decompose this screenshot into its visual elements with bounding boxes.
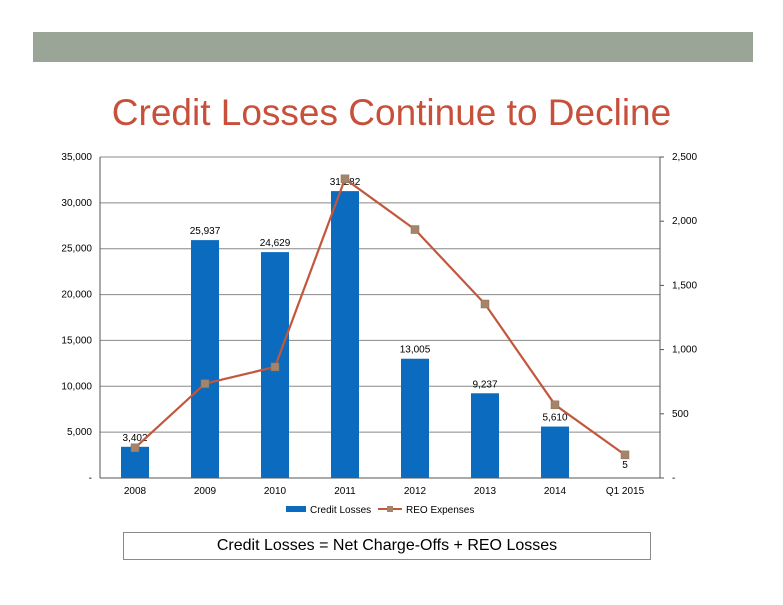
right-tick-label: 500: [672, 409, 689, 420]
bar-label: 9,237: [472, 379, 497, 390]
line-point: [550, 400, 560, 410]
x-tick-label: 2011: [334, 486, 356, 497]
line-point: [130, 443, 140, 453]
bar: [471, 393, 499, 478]
header-bar: [33, 32, 753, 62]
x-tick-label: 2014: [544, 486, 567, 497]
line-series: [130, 174, 630, 460]
bar-label: 24,629: [260, 238, 291, 249]
legend-label: REO Expenses: [406, 505, 474, 516]
left-axis: - 5,000 10,000 15,000 20,000 25,000 30,000 35,0…: [61, 152, 92, 484]
line-point: [480, 299, 490, 309]
right-tick-label: -: [672, 473, 675, 484]
left-tick-label: 30,000: [61, 198, 92, 209]
bar: [331, 191, 359, 478]
left-tick-label: 15,000: [61, 335, 92, 346]
bar-label: 3,402: [122, 433, 147, 444]
bar-label: 5: [622, 460, 628, 471]
x-tick-label: 2008: [124, 486, 147, 497]
bar: [191, 240, 219, 478]
legend-swatch-bar: [286, 506, 306, 512]
right-tick-label: 1,500: [672, 280, 697, 291]
right-axis: - 500 1,000 1,500 2,000 2,500: [660, 152, 697, 484]
left-tick-label: 5,000: [67, 427, 92, 438]
legend-swatch-marker: [387, 506, 393, 512]
left-tick-label: 35,000: [61, 152, 92, 163]
legend: Credit Losses REO Expenses: [286, 505, 474, 516]
left-tick-label: 25,000: [61, 244, 92, 255]
bar-series: [121, 191, 569, 478]
line-point: [620, 450, 630, 460]
x-tick-label: 2010: [264, 486, 287, 497]
left-tick-label: 10,000: [61, 381, 92, 392]
line-point: [270, 362, 280, 372]
bar-label: 25,937: [190, 226, 221, 237]
bar: [541, 426, 569, 478]
line-point: [410, 225, 420, 234]
x-tick-label: 2012: [404, 486, 427, 497]
left-tick-label: -: [89, 473, 92, 484]
left-tick-label: 20,000: [61, 290, 92, 301]
x-tick-label: 2013: [474, 486, 497, 497]
bar-label: 5,610: [542, 413, 567, 424]
line-point: [340, 174, 350, 184]
right-tick-label: 1,000: [672, 345, 697, 356]
legend-label: Credit Losses: [310, 505, 371, 516]
x-tick-label: Q1 2015: [606, 486, 645, 497]
formula-box: Credit Losses = Net Charge-Offs + REO Lo…: [123, 532, 651, 560]
x-axis: 2008 2009 2010 2011 2012 2013 2014 Q1 2015: [124, 486, 645, 497]
bar: [401, 358, 429, 478]
reo-line: [134, 177, 626, 456]
right-tick-label: 2,000: [672, 216, 697, 227]
bar-label: 13,005: [400, 345, 431, 356]
line-point: [200, 379, 210, 388]
x-tick-label: 2009: [194, 486, 217, 497]
right-tick-label: 2,500: [672, 152, 697, 163]
slide-title: Credit Losses Continue to Decline: [111, 92, 672, 133]
